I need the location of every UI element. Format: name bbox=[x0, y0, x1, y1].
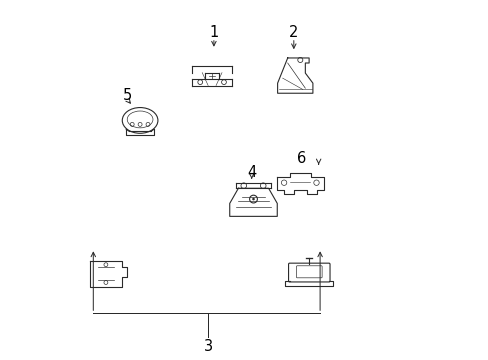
Text: 1: 1 bbox=[209, 25, 218, 40]
Circle shape bbox=[252, 198, 254, 201]
Text: 6: 6 bbox=[297, 151, 306, 166]
Text: 5: 5 bbox=[122, 88, 132, 103]
Text: 3: 3 bbox=[203, 339, 213, 354]
Text: 4: 4 bbox=[246, 165, 256, 180]
Text: 2: 2 bbox=[288, 25, 297, 40]
